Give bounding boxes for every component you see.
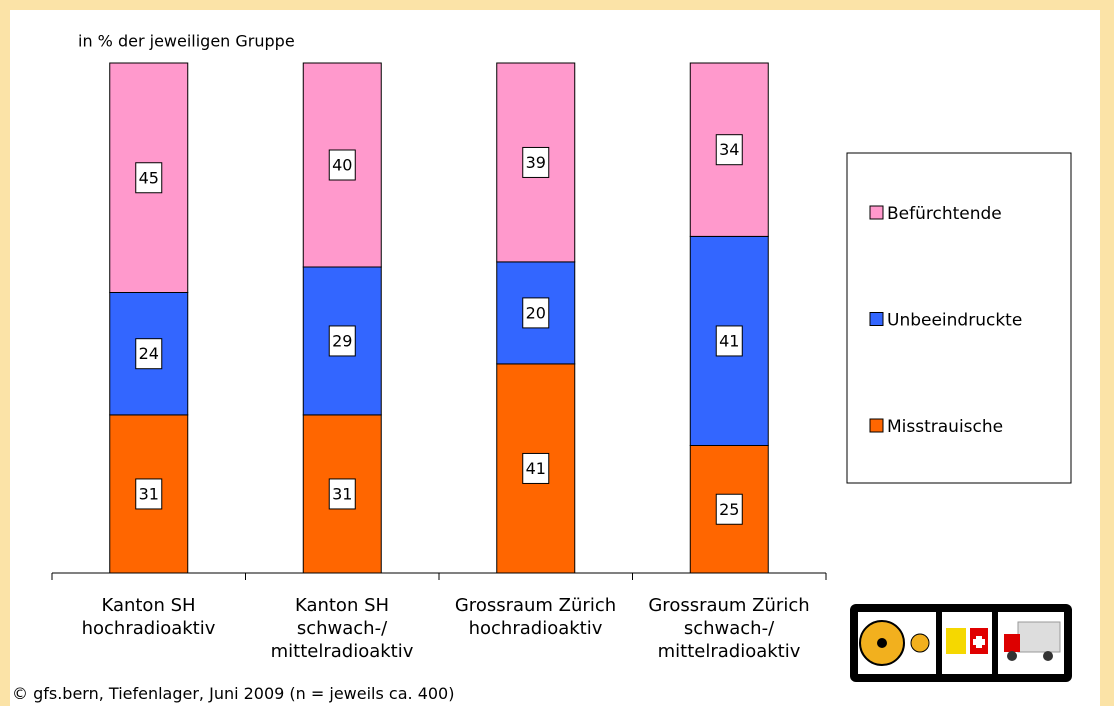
value-label: 24	[139, 344, 159, 363]
value-label-box	[522, 297, 550, 329]
value-label-box	[715, 325, 743, 357]
value-label: 29	[332, 331, 352, 350]
subtitle: in % der jeweiligen Gruppe	[78, 32, 295, 51]
legend-swatch	[869, 312, 884, 326]
value-label-box	[328, 478, 356, 510]
value-label: 41	[719, 331, 739, 350]
value-label: 40	[332, 156, 352, 175]
value-label-box	[522, 146, 550, 178]
x-tick-label: Kanton SH schwach-/ mittelradioaktiv	[270, 595, 414, 662]
value-label-box	[715, 493, 743, 525]
legend-swatch	[869, 418, 884, 433]
x-tick-label: Kanton SH hochradioaktiv	[81, 595, 216, 639]
value-label-box	[135, 338, 163, 370]
value-label-box	[328, 325, 356, 357]
value-label-box	[135, 478, 163, 510]
value-label-box	[135, 162, 163, 194]
value-label: 39	[526, 153, 546, 172]
value-label: 31	[332, 484, 352, 503]
value-label-box	[328, 149, 356, 181]
x-tick-label: Grossraum Zürich schwach-/ mittelradioak…	[648, 595, 810, 662]
value-label: 25	[719, 500, 739, 519]
value-label: 34	[719, 140, 739, 159]
bar-segment	[496, 261, 576, 365]
legend-label: Befürchtende	[887, 204, 1002, 224]
value-label: 45	[139, 168, 159, 187]
x-tick-label: Grossraum Zürich hochradioaktiv	[454, 595, 617, 639]
legend-label: Misstrauische	[887, 417, 1003, 437]
legend-label: Unbeeindruckte	[887, 311, 1022, 331]
value-label: 31	[139, 484, 159, 503]
value-label-box	[522, 452, 550, 484]
footnote: © gfs.bern, Tiefenlager, Juni 2009 (n = …	[12, 684, 455, 703]
value-label: 41	[526, 459, 546, 478]
legend-box	[846, 152, 1072, 484]
value-label-box	[715, 134, 743, 166]
legend-swatch	[869, 205, 884, 220]
logo	[850, 604, 1072, 682]
value-label: 20	[526, 303, 546, 322]
